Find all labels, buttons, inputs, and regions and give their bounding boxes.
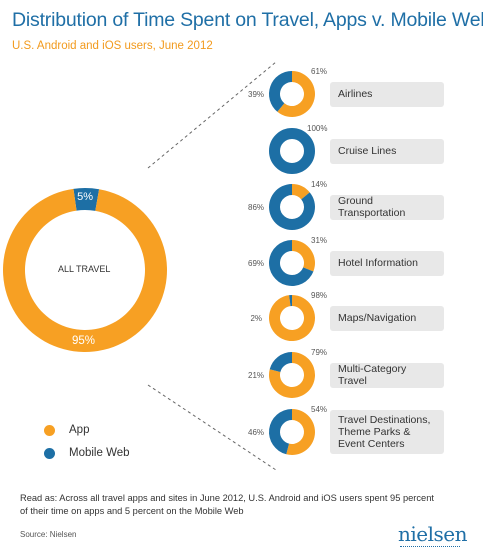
category-donut-app (277, 71, 315, 117)
category-donut-mobile-web (268, 240, 314, 286)
category-web-pct-label: 2% (250, 314, 262, 323)
category-label: Cruise Lines (330, 138, 444, 164)
category-donut-app (269, 352, 316, 398)
main-donut-center-label: ALL TRAVEL (58, 264, 111, 274)
category-label: Ground Transportation (330, 194, 444, 220)
category-donut-app (286, 409, 316, 456)
category-label: Airlines (330, 81, 444, 107)
logo-underline (400, 546, 460, 549)
category-web-pct-label: 21% (248, 371, 265, 380)
main-donut-mobile-web-label: 5% (77, 191, 94, 203)
category-donut-app (292, 184, 310, 200)
category-label: Maps/Navigation (330, 305, 444, 331)
connector-line-bottom (147, 384, 277, 471)
legend-app: App (44, 424, 89, 436)
category-app-pct-label: 79% (311, 348, 328, 357)
read-as-note: Read as: Across all travel apps and site… (20, 493, 434, 516)
legend-app-label: App (69, 424, 90, 436)
category-app-pct-label: 98% (311, 291, 328, 300)
legend-mobile-web-swatch (44, 447, 55, 459)
category-donut-mobile-web (289, 295, 292, 307)
legend-mobile-web-label: Mobile Web (69, 447, 130, 459)
category-donut-mobile-web (269, 184, 315, 230)
category-label: Travel Destinations, Theme Parks & Event… (330, 410, 444, 454)
category-app-pct-label: 14% (311, 180, 328, 189)
category-donut-app (269, 295, 316, 342)
nielsen-logo: nielsen (398, 522, 468, 546)
category-web-pct-label: 100% (307, 124, 328, 133)
chart-title: Distribution of Time Spent on Travel, Ap… (12, 9, 483, 31)
legend-app-swatch (44, 424, 55, 436)
source-text: Source: Nielsen (20, 530, 77, 539)
category-donut-app (292, 240, 315, 272)
category-donut-mobile-web (269, 409, 292, 455)
main-donut-mobile-web (73, 187, 100, 211)
main-donut-app-label: 95% (72, 335, 96, 347)
category-web-pct-label: 69% (248, 259, 265, 268)
category-label: Hotel Information (330, 250, 444, 276)
category-donut-mobile-web (269, 352, 292, 373)
legend-mobile-web: Mobile Web (44, 447, 130, 459)
category-donut-mobile-web (268, 71, 292, 112)
category-web-pct-label: 86% (248, 203, 265, 212)
category-label: Multi-Category Travel (330, 362, 444, 388)
category-app-pct-label: 61% (311, 67, 328, 76)
category-web-pct-label: 39% (248, 90, 265, 99)
category-web-pct-label: 46% (248, 428, 265, 437)
category-app-pct-label: 54% (311, 405, 328, 414)
connector-line-top (147, 61, 277, 169)
category-app-pct-label: 31% (311, 236, 328, 245)
chart-subtitle: U.S. Android and iOS users, June 2012 (12, 40, 213, 52)
category-donut-mobile-web (269, 128, 315, 174)
